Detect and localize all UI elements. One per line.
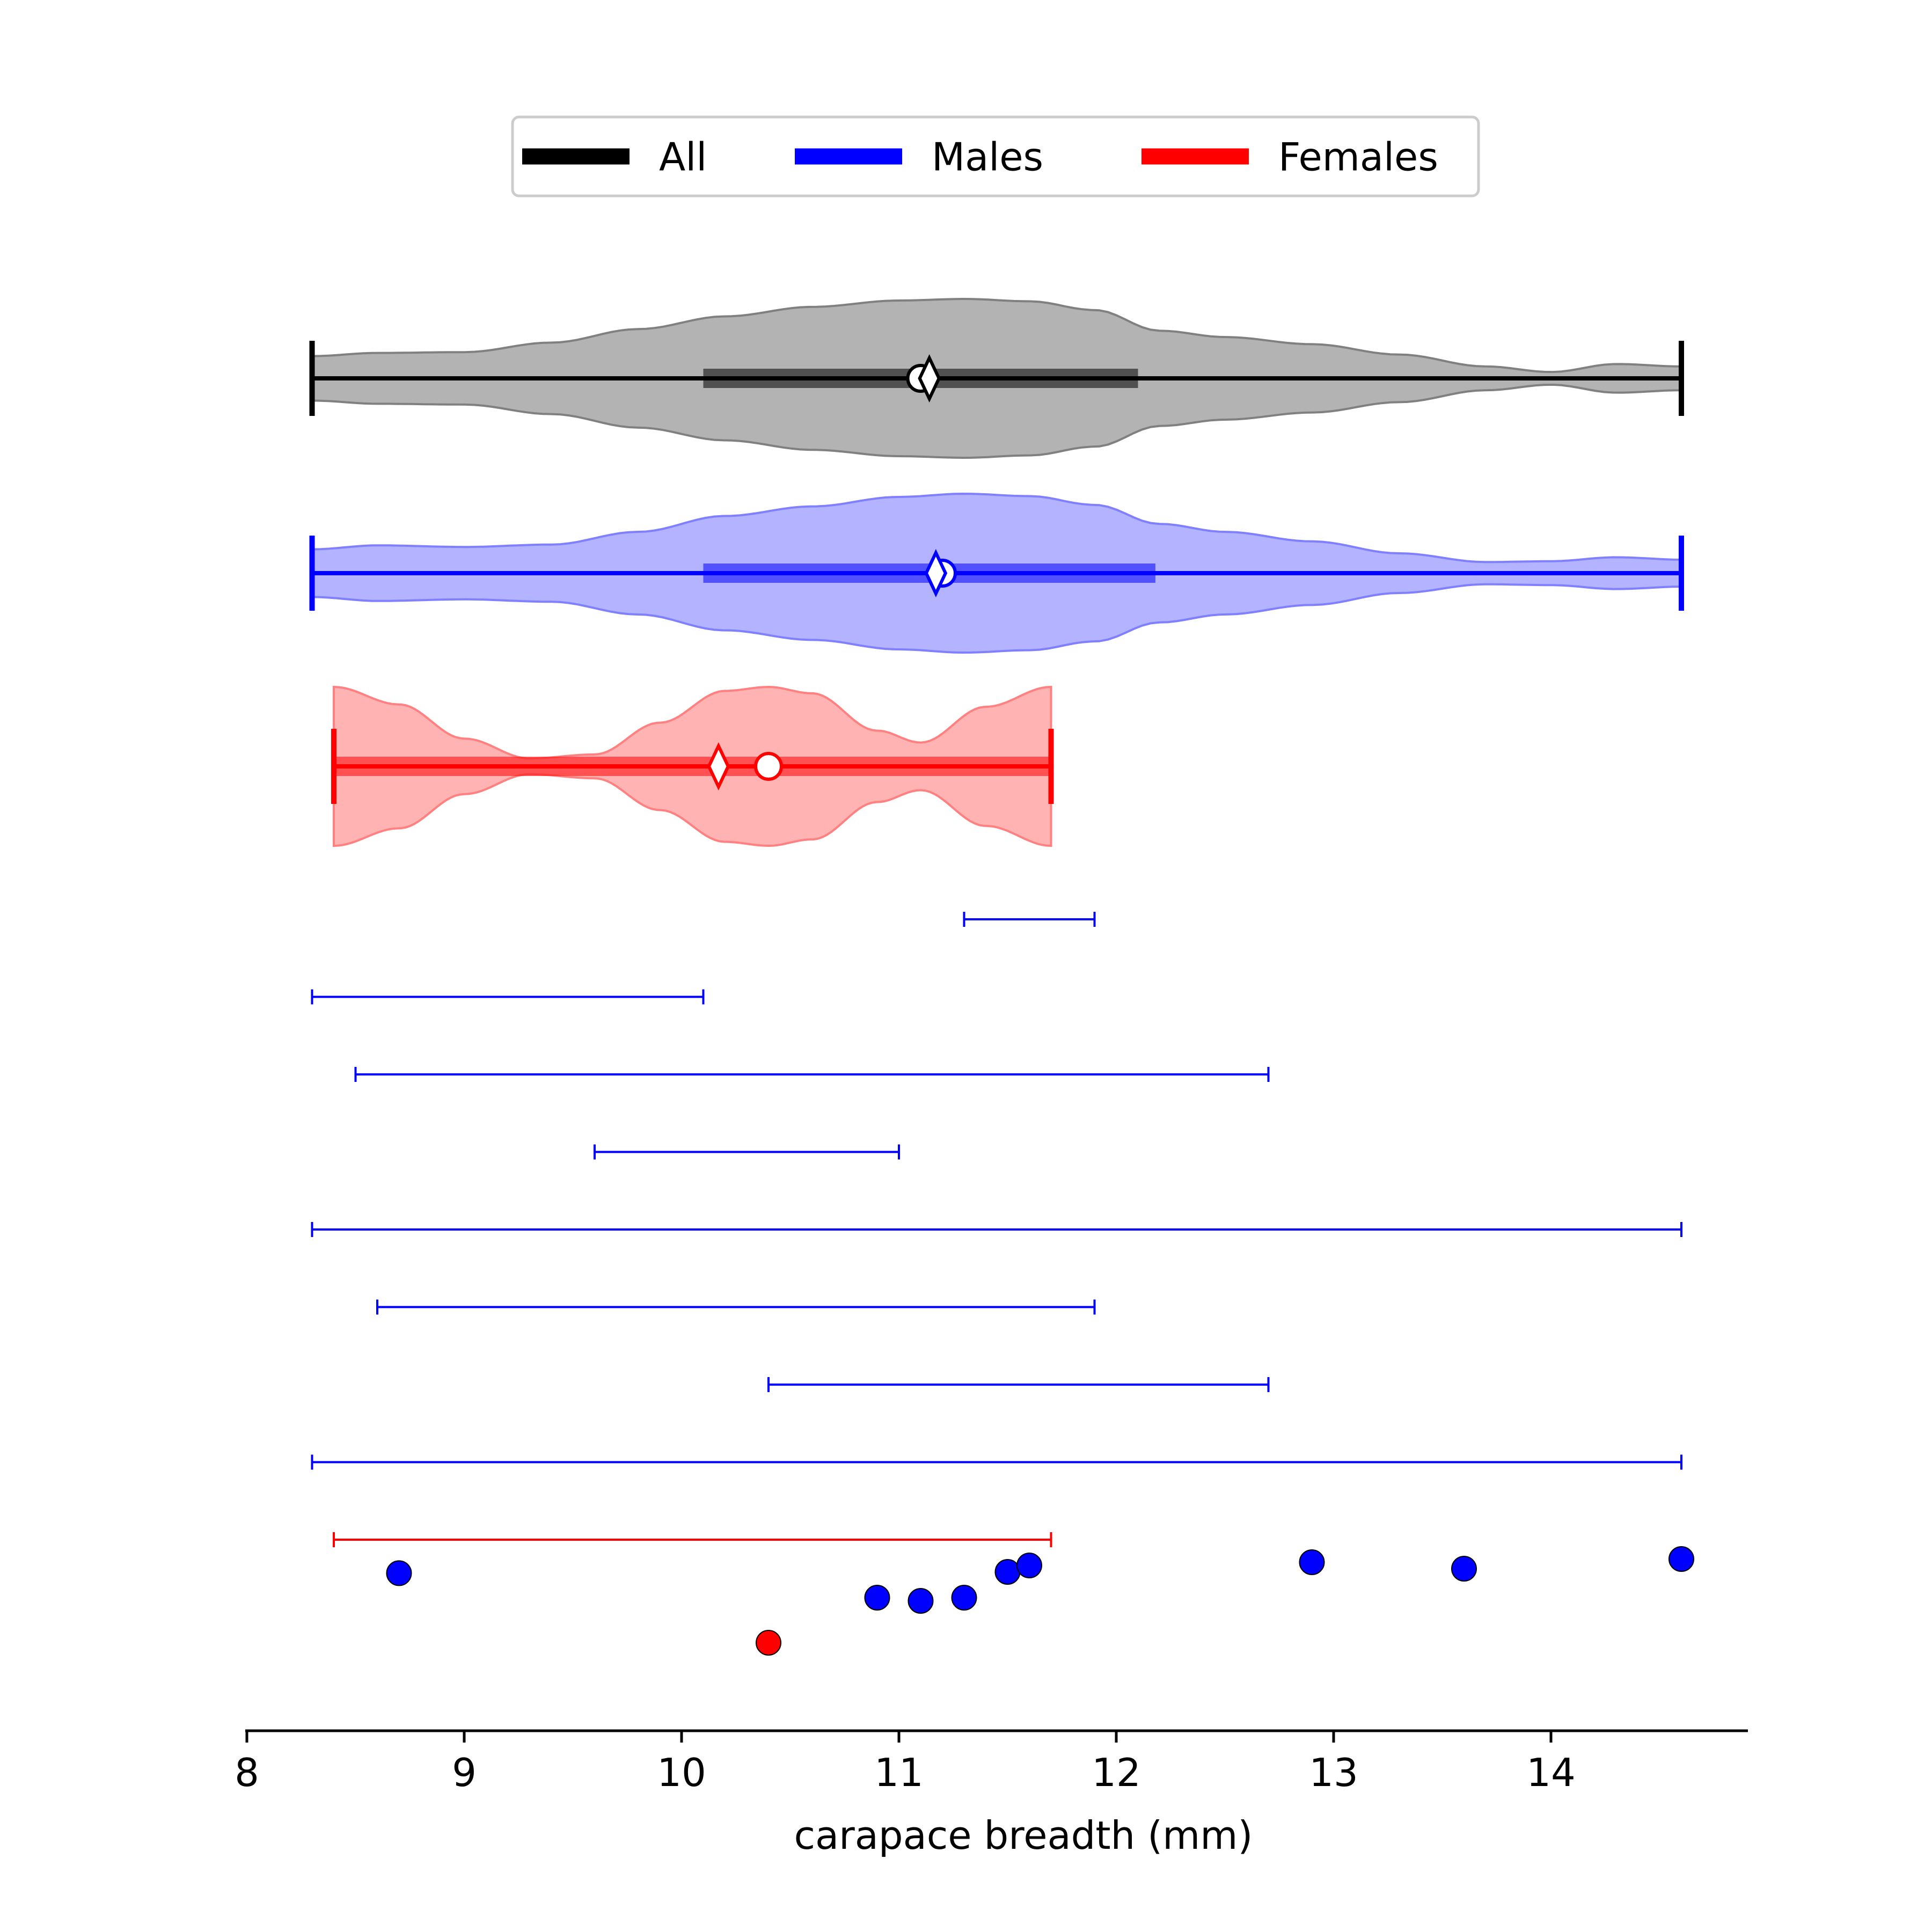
x-tick-label: 8 (235, 1750, 259, 1795)
range-bar (311, 1222, 1682, 1237)
legend-label: Females (1278, 135, 1438, 180)
range-bars-group (311, 912, 1682, 1547)
data-point (951, 1585, 977, 1611)
legend-label: Males (932, 135, 1043, 180)
x-axis-title: carapace breadth (mm) (794, 1813, 1253, 1858)
range-bar (594, 1144, 900, 1160)
range-bar (311, 1454, 1682, 1470)
legend: All Males Females (511, 115, 1480, 197)
violin-all (309, 297, 1684, 459)
legend-entry-males: Males (795, 135, 1043, 180)
data-points-group (386, 1546, 1694, 1656)
x-tick-label: 13 (1309, 1750, 1358, 1795)
legend-entries: All Males Females (522, 135, 1438, 180)
violin-mean-females (707, 742, 730, 791)
violin-mean-males (924, 548, 948, 598)
legend-entry-all: All (522, 135, 707, 180)
violin-males (309, 492, 1684, 654)
data-point (756, 1630, 781, 1656)
legend-label: All (659, 135, 707, 180)
data-point (1668, 1546, 1694, 1572)
violin-median-females (754, 752, 783, 781)
range-bar (376, 1299, 1096, 1315)
range-bar (333, 1532, 1052, 1547)
data-point (1016, 1553, 1042, 1578)
x-tick-label: 9 (452, 1750, 477, 1795)
x-axis: 8 9 10 11 12 13 14 carapace breadth (mm) (235, 1729, 1748, 1858)
data-point (908, 1588, 934, 1614)
data-point (1299, 1549, 1325, 1575)
range-bar (767, 1377, 1270, 1392)
legend-entry-females: Females (1141, 135, 1438, 180)
data-point (864, 1585, 890, 1611)
violin-females (331, 685, 1054, 847)
legend-box (511, 115, 1480, 197)
data-point (994, 1559, 1021, 1585)
x-tick-label: 12 (1092, 1750, 1141, 1795)
range-bar (311, 989, 705, 1005)
data-point (386, 1560, 412, 1586)
violin-mean-all (918, 354, 941, 403)
x-tick-label: 10 (657, 1750, 706, 1795)
x-tick-label: 11 (874, 1750, 924, 1795)
x-ticks-group: 8 9 10 11 12 13 14 (235, 1731, 1576, 1795)
range-bar (963, 912, 1096, 927)
range-bar (354, 1067, 1270, 1082)
violin-group (309, 297, 1684, 847)
data-point (1451, 1556, 1477, 1582)
x-tick-label: 14 (1526, 1750, 1576, 1795)
